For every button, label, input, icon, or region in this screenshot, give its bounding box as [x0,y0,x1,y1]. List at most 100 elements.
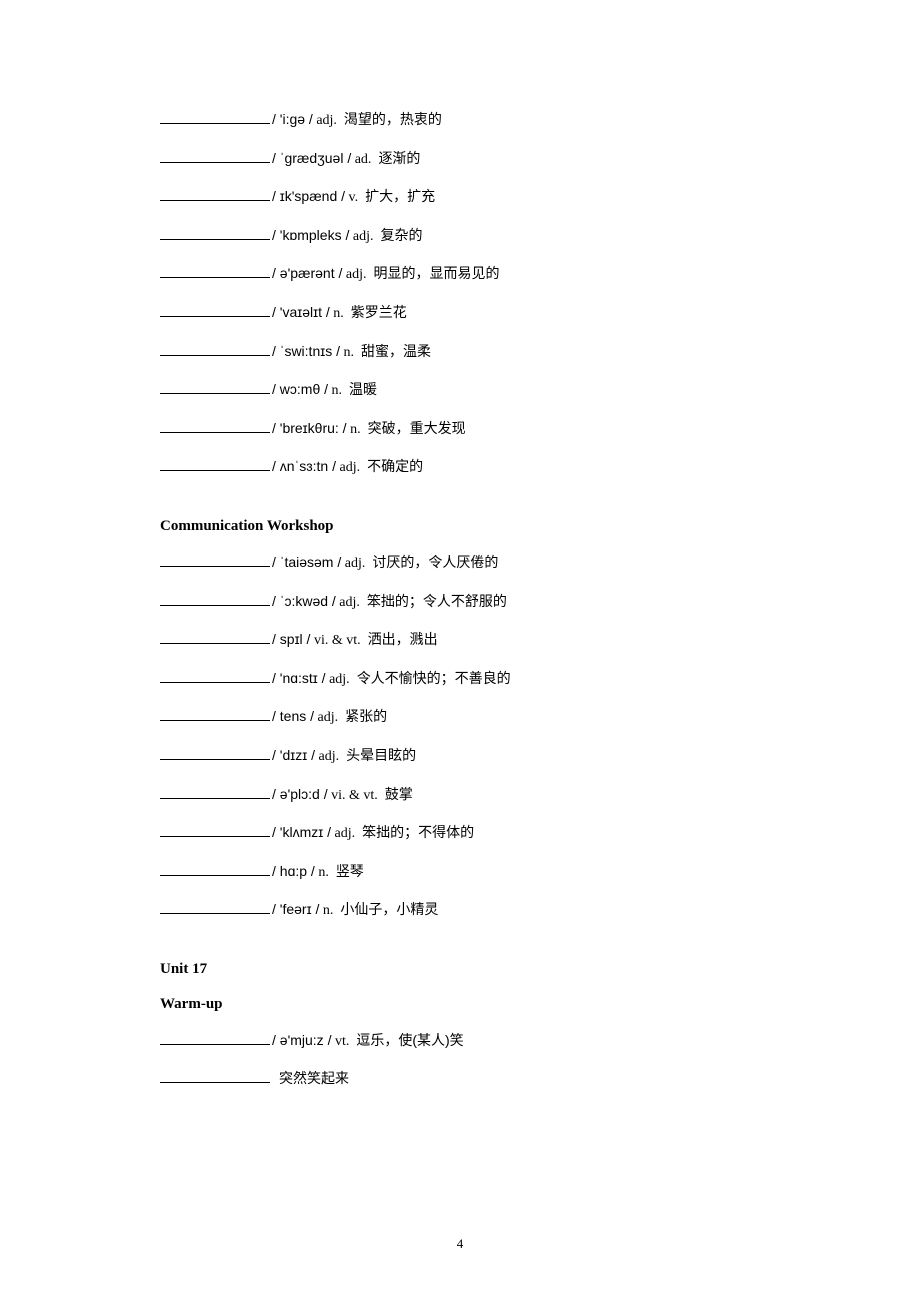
vocab-entry: / 'nɑ:stɪ / adj. 令人不愉快的；不善良的 [160,669,760,690]
definition: 洒出，溅出 [368,631,438,647]
vocab-entry: / ə'pærənt / adj. 明显的，显而易见的 [160,264,760,285]
blank-line [160,836,270,837]
vocab-section-2: / ˈtaiəsəm / adj. 讨厌的，令人厌倦的 / ˈɔ:kwəd / … [160,553,760,921]
definition: 扩大，扩充 [365,188,435,204]
blank-line [160,798,270,799]
definition: 逐渐的 [378,150,420,166]
blank-line [160,643,270,644]
blank-line [160,162,270,163]
vocab-entry: / tens / adj. 紧张的 [160,707,760,728]
section-title-unit: Unit 17 [160,961,760,978]
definition: 逗乐，使(某人)笑 [356,1032,463,1048]
phonetic: / 'vaɪəlɪt / [272,304,330,320]
blank-line [160,605,270,606]
blank-line [160,200,270,201]
phonetic: / ə'mju:z / [272,1032,331,1048]
vocab-entry: / ˈgrædʒuəl / ad. 逐渐的 [160,149,760,170]
pos: n. [350,422,361,437]
phonetic: / spɪl / [272,631,310,647]
vocab-entry: / wɔ:mθ / n. 温暖 [160,380,760,401]
blank-line [160,393,270,394]
vocab-entry: / ˈtaiəsəm / adj. 讨厌的，令人厌倦的 [160,553,760,574]
definition: 渴望的，热衷的 [344,111,442,127]
vocab-entry: / 'dɪzɪ / adj. 头晕目眩的 [160,746,760,767]
definition: 笨拙的；不得体的 [362,824,474,840]
blank-line [160,316,270,317]
vocab-entry: 突然笑起来 [160,1069,760,1090]
pos: n. [332,383,343,398]
phonetic: / ə'pærənt / [272,265,342,281]
phonetic: / ˈɔ:kwəd / [272,593,336,609]
definition: 讨厌的，令人厌倦的 [372,554,498,570]
pos: vt. [335,1034,349,1049]
blank-line [160,682,270,683]
pos: vi. & vt. [331,788,378,803]
blank-line [160,239,270,240]
blank-line [160,123,270,124]
vocab-section-3: / ə'mju:z / vt. 逗乐，使(某人)笑 突然笑起来 [160,1031,760,1090]
blank-line [160,875,270,876]
definition: 不确定的 [367,458,423,474]
phonetic: / ɪk'spænd / [272,188,345,204]
vocab-entry: / 'breɪkθru: / n. 突破，重大发现 [160,419,760,440]
vocab-entry: / spɪl / vi. & vt. 洒出，溅出 [160,630,760,651]
definition: 明显的，显而易见的 [374,265,500,281]
pos: vi. & vt. [314,633,361,648]
phonetic: / 'i:gə / [272,111,313,127]
pos: adj. [340,460,361,475]
vocab-entry: / ɪk'spænd / v. 扩大，扩充 [160,187,760,208]
phonetic: / ˈswi:tnɪs / [272,343,340,359]
phonetic: / hɑ:p / [272,863,315,879]
pos: adj. [329,672,350,687]
phonetic: / tens / [272,708,314,724]
phonetic: / ˈtaiəsəm / [272,554,341,570]
blank-line [160,1044,270,1045]
phonetic: / 'nɑ:stɪ / [272,670,326,686]
pos: n. [318,865,329,880]
pos: adj. [316,113,337,128]
pos: adj. [335,826,356,841]
blank-line [160,1082,270,1083]
definition: 头晕目眩的 [346,747,416,763]
section-subtitle-warmup: Warm-up [160,996,760,1013]
phonetic: / ə'plɔ:d / [272,786,328,802]
phonetic: / 'dɪzɪ / [272,747,315,763]
pos: adj. [318,710,339,725]
vocab-entry: / 'kɒmpleks / adj. 复杂的 [160,226,760,247]
phonetic: / 'feərɪ / [272,901,319,917]
vocab-entry: / ə'mju:z / vt. 逗乐，使(某人)笑 [160,1031,760,1052]
definition: 紧张的 [345,708,387,724]
vocab-entry: / ə'plɔ:d / vi. & vt. 鼓掌 [160,785,760,806]
phonetic: / 'klʌmzɪ / [272,824,331,840]
pos: adj. [345,556,366,571]
vocab-entry: / hɑ:p / n. 竖琴 [160,862,760,883]
vocab-entry: / 'klʌmzɪ / adj. 笨拙的；不得体的 [160,823,760,844]
vocab-entry: / ˈɔ:kwəd / adj. 笨拙的；令人不舒服的 [160,592,760,613]
section-title-workshop: Communication Workshop [160,518,760,535]
vocab-section-1: / 'i:gə / adj. 渴望的，热衷的 / ˈgrædʒuəl / ad.… [160,110,760,478]
definition: 令人不愉快的；不善良的 [357,670,511,686]
blank-line [160,355,270,356]
blank-line [160,720,270,721]
pos: ad. [355,152,372,167]
definition: 突然笑起来 [279,1070,349,1086]
phonetic: / 'breɪkθru: / [272,420,347,436]
page-number: 4 [0,1236,920,1252]
vocab-entry: / ʌnˈsɜ:tn / adj. 不确定的 [160,457,760,478]
definition: 复杂的 [380,227,422,243]
vocab-entry: / 'feərɪ / n. 小仙子，小精灵 [160,900,760,921]
phonetic: / ˈgrædʒuəl / [272,150,351,166]
pos: adj. [353,229,374,244]
blank-line [160,566,270,567]
definition: 竖琴 [336,863,364,879]
pos: n. [323,903,334,918]
page-content: / 'i:gə / adj. 渴望的，热衷的 / ˈgrædʒuəl / ad.… [0,0,920,1148]
definition: 甜蜜，温柔 [361,343,431,359]
blank-line [160,759,270,760]
pos: adj. [346,267,367,282]
blank-line [160,470,270,471]
pos: n. [344,345,355,360]
definition: 鼓掌 [385,786,413,802]
blank-line [160,277,270,278]
pos: n. [333,306,344,321]
